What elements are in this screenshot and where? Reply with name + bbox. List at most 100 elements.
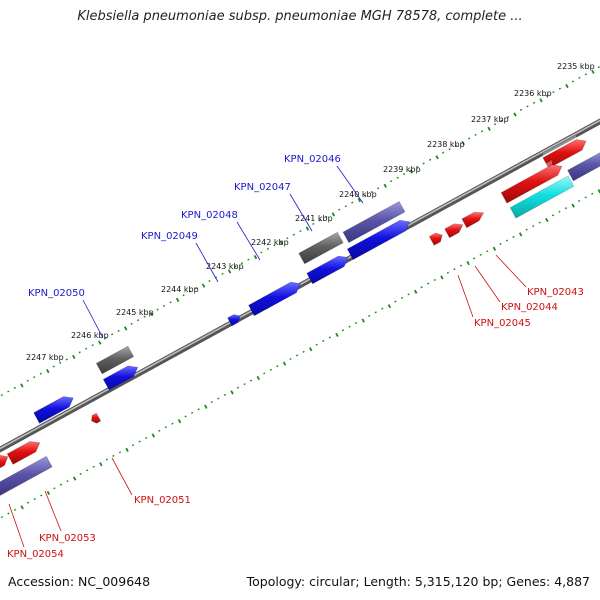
- gene-label-KPN_02043[interactable]: KPN_02043: [527, 287, 584, 298]
- outer-ring-minor-tick: [428, 158, 432, 161]
- inner-ring-minor-tick: [453, 268, 456, 271]
- outer-ring-major-tick: [435, 155, 439, 160]
- outer-ring-minor-tick: [416, 165, 419, 169]
- inner-ring-major-tick: [492, 246, 497, 251]
- feature-KPN_02046-region[interactable]: [342, 196, 406, 244]
- feature-KPN_02045[interactable]: [428, 228, 443, 246]
- outer-ring-minor-tick: [584, 73, 587, 76]
- outer-ring-major-tick: [539, 98, 543, 103]
- outer-ring-minor-tick: [247, 258, 250, 261]
- gene-label-KPN_02045[interactable]: KPN_02045: [474, 318, 531, 329]
- outer-ring-major-tick: [305, 226, 310, 231]
- inner-ring-major-tick: [256, 375, 260, 381]
- inner-ring-minor-tick: [223, 393, 227, 396]
- leader-KPN_02048: [236, 221, 261, 261]
- outer-ring-minor-tick: [273, 244, 276, 247]
- feature-forward-left[interactable]: [33, 392, 74, 424]
- feature-KPN_02050[interactable]: [102, 361, 139, 391]
- gene-label-KPN_02051[interactable]: KPN_02051: [134, 495, 191, 506]
- tick-label-2235: 2235 kbp: [557, 62, 595, 71]
- feature-KPN_02053[interactable]: [6, 436, 41, 465]
- inner-ring-minor-tick: [190, 411, 194, 414]
- feature-KPN_02048[interactable]: [248, 277, 302, 317]
- inner-ring-minor-tick: [505, 239, 509, 242]
- inner-ring-minor-tick: [236, 386, 240, 389]
- outer-ring-minor-tick: [266, 247, 270, 250]
- feature-KPN_02054[interactable]: [0, 450, 9, 470]
- gene-label-KPN_02049[interactable]: KPN_02049: [141, 231, 198, 242]
- inner-ring-major-tick: [545, 217, 549, 223]
- outer-ring-major-tick: [331, 212, 336, 217]
- inner-ring-minor-tick: [427, 282, 430, 285]
- outer-ring-minor-tick: [0, 394, 3, 397]
- inner-ring-major-tick: [230, 390, 234, 395]
- inner-ring-minor-tick: [92, 465, 95, 468]
- feature-KPN_02049[interactable]: [227, 310, 241, 327]
- gene-label-KPN_02047[interactable]: KPN_02047: [234, 182, 291, 193]
- outer-ring-minor-tick: [344, 205, 347, 208]
- map-title: Klebsiella pneumoniae subsp. pneumoniae …: [77, 9, 523, 24]
- feature-reverse-top-right-1[interactable]: [542, 135, 587, 169]
- inner-ring-minor-tick: [53, 487, 56, 490]
- feature-KPN_02047[interactable]: [306, 251, 349, 285]
- outer-ring-minor-tick: [545, 94, 549, 97]
- feature-misc-left[interactable]: [0, 451, 53, 496]
- inner-ring-minor-tick: [473, 257, 476, 260]
- gene-label-KPN_02048[interactable]: KPN_02048: [181, 210, 238, 221]
- gene-label-KPN_02053[interactable]: KPN_02053: [39, 533, 96, 544]
- leader-KPN_02050: [82, 299, 104, 339]
- outer-ring-major-tick: [487, 126, 491, 131]
- outer-ring-minor-tick: [390, 180, 393, 183]
- inner-ring-major-tick: [335, 332, 339, 338]
- outer-ring-minor-tick: [500, 119, 503, 122]
- inner-ring-major-tick: [20, 505, 24, 510]
- inner-ring-minor-tick: [564, 207, 568, 210]
- leader-KPN_02047: [289, 193, 313, 232]
- inner-ring-minor-tick: [525, 228, 528, 231]
- kbp-tick-labels: 2235 kbp 2236 kbp 2237 kbp 2238 kbp 2239…: [26, 62, 595, 362]
- outer-ring-minor-tick: [364, 194, 367, 197]
- feature-KPN_02044[interactable]: [444, 219, 464, 239]
- outer-ring-minor-tick: [292, 233, 295, 236]
- outer-ring-minor-tick: [506, 116, 510, 119]
- inner-ring-major-tick: [204, 404, 208, 409]
- feature-KPN_02046[interactable]: [346, 215, 411, 261]
- outer-ring-major-tick: [149, 312, 154, 317]
- feature-KPN_02043[interactable]: [461, 207, 485, 229]
- inner-ring-minor-tick: [341, 329, 345, 332]
- outer-ring-minor-tick: [422, 162, 425, 165]
- inner-ring-minor-tick: [446, 271, 450, 274]
- gene-label-KPN_02044[interactable]: KPN_02044: [501, 302, 558, 313]
- inner-ring-minor-tick: [40, 494, 43, 497]
- outer-ring-minor-tick: [351, 201, 354, 204]
- inner-ring-minor-tick: [551, 214, 554, 217]
- inner-ring-minor-tick: [197, 408, 200, 411]
- inner-ring-major-tick: [177, 419, 182, 424]
- gene-label-KPN_02046[interactable]: KPN_02046: [284, 154, 341, 165]
- feature-KPN_02050-pseudo[interactable]: [95, 341, 135, 375]
- outer-ring-minor-tick: [214, 276, 218, 279]
- feature-misc-top-right[interactable]: [567, 147, 600, 182]
- inner-ring-minor-tick: [348, 325, 351, 328]
- inner-ring-major-tick: [125, 447, 129, 452]
- outer-ring-minor-tick: [195, 287, 198, 290]
- outer-ring-minor-tick: [286, 237, 289, 240]
- inner-ring-major-tick: [571, 203, 575, 208]
- leader-KPN_02049: [195, 242, 219, 283]
- gene-label-KPN_02054[interactable]: KPN_02054: [7, 549, 64, 560]
- feature-KPN_02047-pseudo[interactable]: [298, 227, 344, 265]
- outer-ring-major-tick: [461, 140, 465, 146]
- outer-ring-minor-tick: [143, 315, 146, 318]
- inner-ring-minor-tick: [138, 440, 141, 443]
- feature-rna[interactable]: [509, 171, 575, 219]
- outer-ring-minor-tick: [377, 187, 380, 190]
- gene-label-KPN_02050[interactable]: KPN_02050: [28, 288, 85, 299]
- inner-ring-major-tick: [72, 476, 77, 481]
- inner-ring-minor-tick: [13, 508, 17, 511]
- inner-ring-minor-tick: [591, 192, 594, 195]
- outer-ring-minor-tick: [403, 173, 406, 176]
- feature-reverse-2[interactable]: [500, 160, 563, 204]
- feature-KPN_02051[interactable]: [89, 408, 102, 424]
- label-leader-lines: [8, 165, 527, 548]
